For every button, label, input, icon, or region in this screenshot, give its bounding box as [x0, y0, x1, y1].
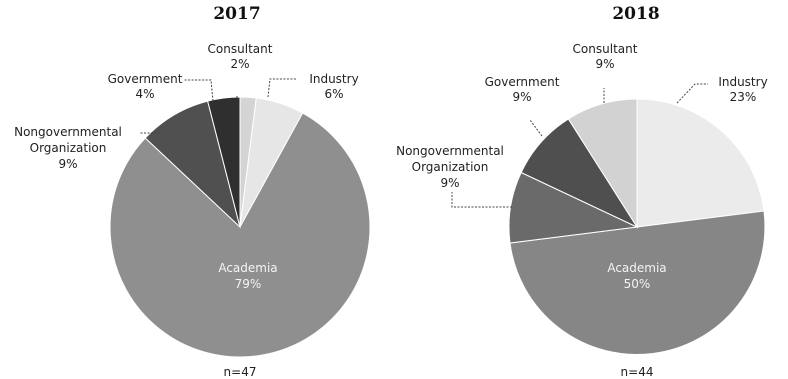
pct-2017-ngo: 9%	[58, 157, 77, 171]
sample-size-2018: n=44	[621, 365, 654, 379]
label-2017-ngo-line2: Organization	[30, 141, 107, 155]
pct-2018-ngo: 9%	[440, 176, 459, 190]
pct-2017-industry: 6%	[324, 87, 343, 101]
label-2017-government: Government	[108, 72, 183, 86]
leader-line-2018-industry	[676, 83, 708, 104]
pct-2018-academia: 50%	[624, 277, 651, 291]
pie-2018	[508, 98, 766, 355]
leader-line-2018-government	[529, 119, 543, 137]
pct-2017-consultant: 2%	[230, 57, 249, 71]
pie-slice-2018-consultant	[567, 98, 638, 229]
pie-slice-2017-government	[207, 96, 241, 228]
leader-line-2018-ngo	[451, 192, 512, 208]
pct-2018-consultant: 9%	[595, 57, 614, 71]
label-2018-government: Government	[485, 75, 560, 89]
pie-slice-2018-academia	[509, 210, 766, 355]
leader-line-2017-government	[184, 79, 214, 102]
pct-2018-government: 9%	[512, 90, 531, 104]
pct-2017-government: 4%	[135, 87, 154, 101]
label-2018-ngo-line1: Nongovernmental	[396, 144, 504, 158]
label-2018-consultant: Consultant	[573, 42, 638, 56]
pct-2018-industry: 23%	[730, 90, 757, 104]
sample-size-2017: n=47	[224, 365, 257, 379]
label-2017-ngo-line1: Nongovernmental	[14, 125, 122, 139]
label-2018-academia: Academia	[607, 261, 666, 275]
pct-2017-academia: 79%	[235, 277, 262, 291]
label-2017-consultant: Consultant	[208, 42, 273, 56]
label-2017-industry: Industry	[309, 72, 358, 86]
pie-2017	[109, 96, 371, 358]
label-2018-ngo-line2: Organization	[412, 160, 489, 174]
label-2017-academia: Academia	[218, 261, 277, 275]
chart-title-2018: 2018	[612, 4, 659, 24]
pie-slice-2017-academia	[109, 112, 371, 358]
leader-line-2017-industry	[267, 78, 296, 98]
label-2018-industry: Industry	[718, 75, 767, 89]
pie-slice-2018-industry	[636, 98, 765, 228]
chart-title-2017: 2017	[213, 4, 260, 24]
